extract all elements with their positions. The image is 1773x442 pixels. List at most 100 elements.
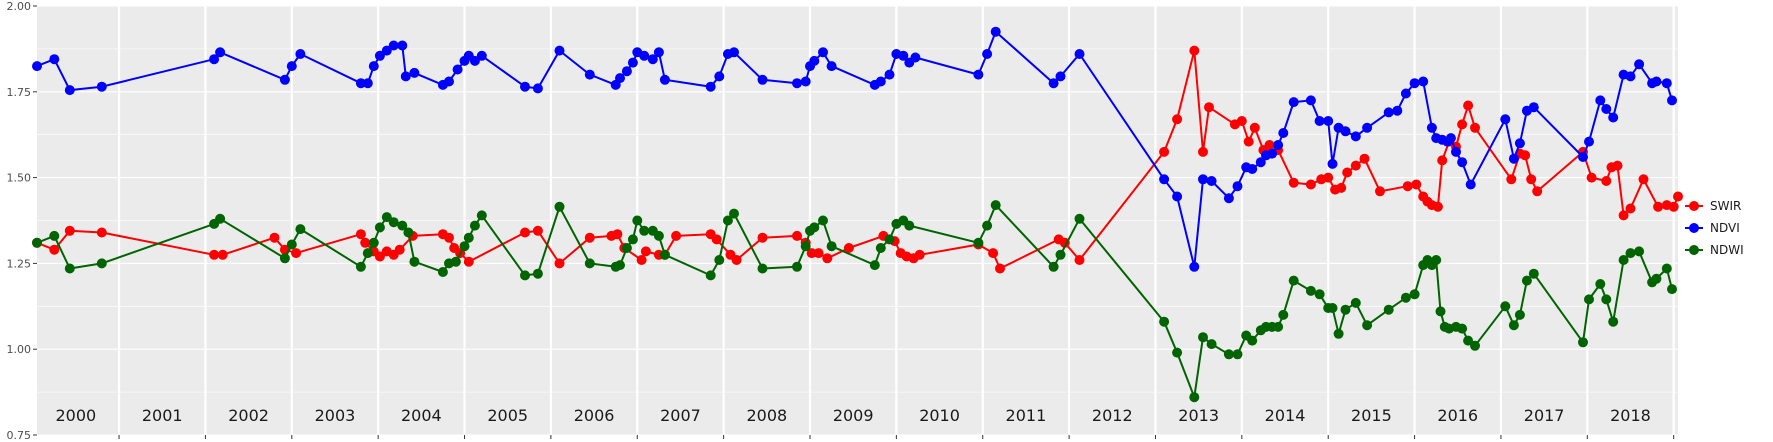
- swir-point: [1526, 174, 1537, 185]
- swir-point: [1249, 122, 1260, 133]
- ndwi-point: [1508, 320, 1519, 331]
- swir-point: [711, 234, 722, 245]
- ndvi-point: [1584, 136, 1594, 147]
- swir-point: [1520, 150, 1531, 161]
- ndwi-point: [714, 255, 725, 265]
- ndvi-point: [554, 45, 565, 56]
- ndwi-point: [792, 261, 802, 272]
- ndwi-point: [1305, 285, 1316, 296]
- ndwi-point: [904, 220, 915, 231]
- ndvi-point: [452, 64, 463, 75]
- legend-label: SWIR: [1710, 199, 1741, 213]
- year-label: 2003: [315, 406, 356, 425]
- ndwi-point: [1048, 261, 1059, 272]
- ndvi-point: [532, 83, 543, 94]
- ndwi-point: [1273, 321, 1284, 332]
- ndwi-point: [215, 213, 226, 224]
- ndvi-point: [32, 61, 42, 72]
- ndwi-point: [295, 224, 306, 235]
- legend-label: NDVI: [1710, 221, 1740, 235]
- ndvi-point: [1578, 152, 1588, 162]
- ndvi-point: [1055, 71, 1066, 82]
- swir-point: [792, 230, 802, 241]
- swir-point: [1532, 186, 1543, 197]
- swir-point: [520, 227, 530, 238]
- swir-point: [1625, 203, 1636, 214]
- ndvi-point: [1314, 116, 1325, 126]
- ndwi-point: [1595, 279, 1606, 289]
- swir-point: [1457, 119, 1468, 130]
- ndvi-point: [1159, 174, 1170, 185]
- swir-point: [813, 248, 824, 259]
- swir-point: [532, 225, 543, 236]
- ndwi-point: [826, 241, 837, 252]
- ndvi-point: [1350, 131, 1361, 142]
- ndvi-point: [1323, 116, 1334, 126]
- ndvi-point: [1634, 59, 1645, 70]
- ndwi-point: [1514, 309, 1525, 320]
- year-label: 2018: [1610, 406, 1651, 425]
- ndvi-point: [1651, 76, 1662, 87]
- swir-point: [1350, 160, 1361, 171]
- ndvi-point: [1595, 95, 1606, 106]
- ndwi-point: [869, 260, 880, 271]
- year-label: 2004: [401, 406, 442, 425]
- swir-point: [806, 248, 817, 259]
- swir-point: [1305, 179, 1316, 190]
- legend-label: NDWI: [1710, 243, 1744, 257]
- ndvi-point: [1189, 261, 1200, 272]
- ndwi-point: [355, 261, 366, 272]
- ndvi-point: [1661, 78, 1672, 89]
- swir-point: [394, 244, 405, 255]
- swir-point: [1411, 179, 1422, 190]
- ndvi-point: [1514, 138, 1525, 149]
- legend-item-ndwi: NDWI: [1685, 243, 1744, 257]
- y-tick-label: 1.50: [7, 172, 32, 185]
- swir-point: [209, 249, 220, 260]
- swir-point: [584, 232, 595, 243]
- ndwi-point: [49, 230, 60, 241]
- ndwi-point: [1500, 301, 1511, 312]
- ndwi-point: [1521, 275, 1532, 286]
- ndwi-point: [374, 222, 385, 233]
- ndwi-point: [1457, 323, 1468, 334]
- ndwi-point: [1409, 289, 1420, 300]
- ndwi-point: [627, 234, 638, 245]
- series-ndvi: [32, 26, 1677, 272]
- swir-point: [1323, 172, 1334, 183]
- ndwi-point: [463, 232, 474, 243]
- swir-point: [671, 230, 682, 241]
- ndvi-point: [355, 78, 366, 89]
- ndvi-point: [96, 81, 107, 92]
- swir-point: [1470, 122, 1480, 133]
- ndwi-point: [800, 241, 811, 252]
- ndwi-point: [381, 212, 392, 223]
- swir-point: [374, 251, 385, 262]
- ndwi-point: [1159, 316, 1170, 327]
- ndvi-point: [1508, 153, 1519, 164]
- ndvi-point: [714, 71, 725, 82]
- ndwi-point: [397, 220, 408, 231]
- ndvi-point: [1392, 105, 1403, 116]
- year-label: 2010: [919, 406, 960, 425]
- ndvi-point: [476, 50, 487, 61]
- ndvi-point: [1305, 95, 1316, 106]
- y-tick-label: 0.75: [7, 429, 32, 442]
- ndvi-point: [1457, 157, 1468, 168]
- ndvi-point: [584, 69, 595, 80]
- year-label: 2002: [228, 406, 269, 425]
- ndwi-point: [1327, 303, 1338, 313]
- ndwi-point: [437, 267, 448, 277]
- ndvi-point: [1383, 107, 1394, 118]
- ndvi-point: [388, 40, 399, 51]
- ndwi-point: [1314, 289, 1325, 300]
- ndvi-point: [659, 74, 670, 85]
- ndvi-point: [982, 49, 993, 59]
- ndvi-point: [1267, 148, 1278, 159]
- swir-point: [49, 244, 60, 255]
- minor-gridlines: [37, 48, 1678, 393]
- swir-point: [217, 249, 228, 260]
- ndvi-point: [1409, 78, 1420, 89]
- swir-point: [1243, 136, 1254, 147]
